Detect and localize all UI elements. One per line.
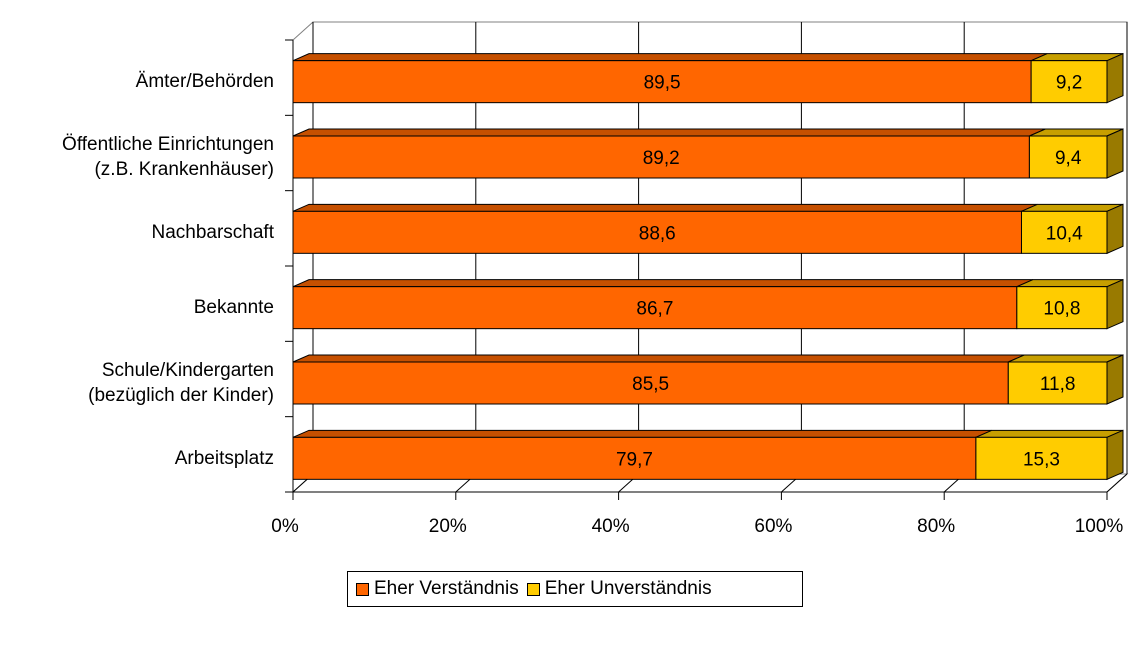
bar-unverstaendnis-2-top (1021, 203, 1124, 212)
legend-item-eher-unverstaendnis: Eher Unverständnis (526, 578, 712, 600)
legend-swatch-eher-unverstaendnis (526, 582, 540, 596)
data-label-unverstaendnis-5: 15,3 (1023, 449, 1060, 470)
bar-unverstaendnis-3-top (1016, 279, 1124, 288)
data-label-unverstaendnis-4: 11,8 (1040, 374, 1076, 395)
bar-unverstaendnis-2 (1020, 210, 1108, 254)
bar-unverstaendnis-1-side (1106, 128, 1124, 179)
category-label-0: Ämter/Behörden (135, 71, 274, 93)
side-wall-top-edge (292, 21, 314, 41)
bar-unverstaendnis-5-top (975, 429, 1124, 438)
bar-verstaendnis-4-top (292, 354, 1025, 363)
data-label-unverstaendnis-3: 10,8 (1043, 299, 1080, 320)
bar-unverstaendnis-3 (1016, 286, 1108, 330)
data-label-verstaendnis-4: 85,5 (632, 374, 669, 395)
data-label-verstaendnis-1: 89,2 (643, 148, 680, 169)
legend: Eher Verständnis Eher Unverständnis (347, 571, 803, 607)
bar-unverstaendnis-4 (1007, 361, 1108, 405)
category-label-2: Nachbarschaft (151, 221, 274, 243)
bar-verstaendnis-5-top (292, 429, 993, 438)
data-label-unverstaendnis-0: 9,2 (1056, 73, 1082, 94)
data-label-verstaendnis-5: 79,7 (616, 449, 653, 470)
bar-verstaendnis-2 (292, 210, 1022, 254)
bar-unverstaendnis-0-side (1106, 52, 1124, 104)
x-tick-label-2: 40% (591, 516, 630, 537)
bar-verstaendnis-3-top (292, 279, 1034, 288)
bar-verstaendnis-3 (292, 286, 1018, 330)
x-tick-label-3: 60% (754, 516, 793, 537)
bar-verstaendnis-0-top (292, 53, 1048, 62)
bar-unverstaendnis-0 (1030, 60, 1108, 104)
data-label-verstaendnis-0: 89,5 (644, 73, 681, 94)
legend-label-eher-verstaendnis: Eher Verständnis (374, 578, 519, 599)
bar-unverstaendnis-4-side (1106, 354, 1124, 405)
category-label-5: Arbeitsplatz (174, 447, 274, 469)
category-label-3: Bekannte (193, 297, 274, 319)
bar-unverstaendnis-5-side (1106, 429, 1124, 481)
legend-label-eher-unverstaendnis: Eher Unverständnis (544, 578, 712, 599)
bar-unverstaendnis-3-side (1106, 278, 1124, 330)
bar-verstaendnis-4 (292, 361, 1009, 405)
data-label-unverstaendnis-2: 10,4 (1046, 223, 1083, 244)
bar-verstaendnis-1-top (292, 128, 1046, 137)
x-tick-label-1: 20% (428, 516, 467, 537)
legend-swatch-eher-verstaendnis (356, 582, 369, 596)
x-tick-label-4: 80% (917, 516, 956, 537)
bar-verstaendnis-2-top (292, 203, 1038, 212)
legend-item-eher-verstaendnis: Eher Verständnis (356, 578, 519, 600)
x-tick-label-5: 100% (1074, 516, 1124, 537)
x-tick-label-0: 0% (271, 516, 299, 537)
data-label-verstaendnis-2: 88,6 (639, 223, 676, 244)
floor-gridline-5 (1106, 473, 1128, 493)
bar-unverstaendnis-5 (975, 436, 1108, 480)
bar-verstaendnis-5 (292, 436, 977, 480)
bar-unverstaendnis-4-top (1008, 354, 1124, 363)
data-label-verstaendnis-3: 86,7 (636, 299, 673, 320)
bar-verstaendnis-0 (292, 60, 1032, 104)
bar-verstaendnis-1 (292, 135, 1030, 179)
data-label-unverstaendnis-1: 9,4 (1055, 148, 1082, 169)
category-label-1: Öffentliche Einrichtungen (z.B. Krankenh… (62, 134, 274, 180)
bar-unverstaendnis-2-side (1106, 203, 1124, 255)
category-label-4: Schule/Kindergarten (bezüglich der Kinde… (88, 360, 274, 406)
bar-unverstaendnis-1 (1028, 135, 1108, 179)
